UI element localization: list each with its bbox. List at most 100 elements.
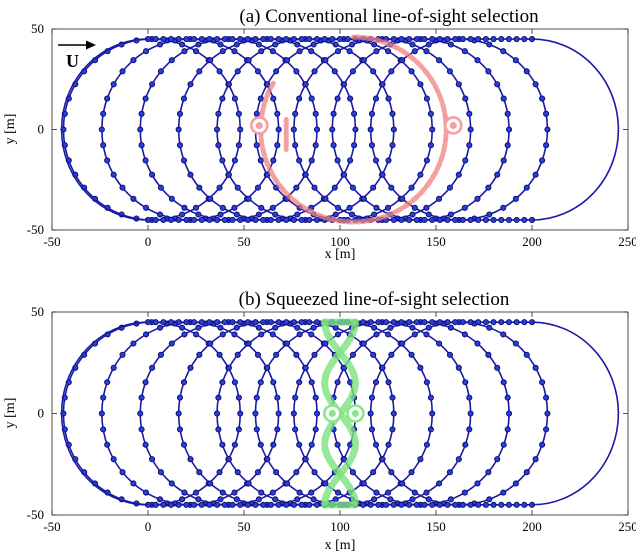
trajectory-point	[322, 480, 329, 487]
trajectory-point	[180, 95, 188, 102]
trajectory-point	[474, 195, 481, 202]
trajectory-point	[311, 351, 318, 358]
trajectory-point	[348, 211, 356, 218]
trajectory-point	[179, 496, 186, 503]
trajectory-point	[217, 211, 224, 218]
trajectory-point	[444, 501, 451, 508]
trajectory-point	[231, 441, 238, 448]
panel-a-ticks: -50 0 50 100 150 200 250 50 0 -50	[27, 21, 636, 249]
trajectory-point	[302, 364, 309, 371]
trajectory-point	[452, 501, 459, 508]
trajectory-point	[387, 496, 394, 503]
trajectory-point	[175, 501, 182, 508]
wind-arrow: U	[58, 40, 96, 71]
trajectory-point	[219, 204, 226, 211]
trajectory-point	[104, 95, 111, 102]
trajectory-point	[215, 426, 222, 433]
trajectory-point	[383, 501, 390, 508]
trajectory-point	[462, 441, 469, 448]
trajectory-point	[425, 324, 432, 331]
trajectory-point	[436, 216, 443, 223]
trajectory-point	[229, 319, 236, 326]
trajectory-point	[494, 81, 501, 88]
trajectory-point	[390, 410, 397, 417]
trajectory-point	[474, 57, 481, 64]
trajectory-point	[187, 81, 194, 88]
trajectory-point	[372, 379, 380, 386]
trajectory-point	[110, 456, 117, 463]
trajectory-point	[275, 319, 282, 326]
panel-b: (b) Squeezed line-of-sight selection -50…	[3, 289, 636, 553]
trajectory-point	[543, 142, 550, 149]
trajectory-point	[181, 204, 188, 211]
selection-endpoint-dot	[351, 410, 359, 417]
trajectory-point	[334, 379, 341, 386]
trajectory-point	[513, 501, 520, 508]
trajectory-point	[234, 351, 241, 358]
trajectory-point	[486, 496, 493, 503]
trajectory-point	[379, 81, 386, 88]
trajectory-point	[306, 216, 313, 223]
trajectory-point	[219, 48, 226, 55]
trajectory-point	[429, 410, 436, 417]
trajectory-point	[260, 216, 267, 223]
trajectory-point	[187, 364, 194, 371]
trajectory-point	[498, 216, 505, 223]
trajectory-point	[399, 480, 406, 487]
trajectory-point	[294, 324, 301, 331]
trajectory-point	[347, 157, 354, 164]
trajectory-point	[254, 469, 262, 476]
trajectory-point	[149, 81, 156, 88]
trajectory-point	[367, 126, 374, 133]
trajectory-point	[130, 57, 137, 64]
trajectory-point	[344, 36, 351, 43]
trajectory-point	[257, 95, 264, 102]
trajectory-point	[505, 126, 513, 133]
trajectory-point	[330, 110, 337, 117]
panel-a-ylabel: y [m]	[3, 114, 18, 145]
trajectory-point	[167, 36, 175, 43]
trajectory-point	[138, 426, 145, 433]
trajectory-point	[216, 68, 223, 75]
trajectory-point	[409, 324, 416, 331]
trajectory-point	[206, 36, 213, 43]
trajectory-point	[235, 394, 242, 401]
trajectory-point	[423, 441, 430, 448]
trajectory-point	[244, 319, 251, 326]
trajectory-point	[446, 184, 454, 191]
trajectory-point	[215, 394, 222, 401]
trajectory-point	[532, 456, 539, 463]
trajectory-point	[475, 216, 482, 223]
trajectory-point	[417, 456, 424, 463]
trajectory-point	[398, 216, 405, 223]
trajectory-point	[447, 211, 454, 218]
trajectory-point	[176, 426, 184, 433]
trajectory-point	[272, 324, 279, 331]
trajectory-point	[294, 496, 301, 503]
trajectory-point	[372, 441, 380, 448]
trajectory-point	[110, 81, 117, 88]
trajectory-point	[543, 426, 550, 433]
trajectory-point	[260, 501, 267, 508]
trajectory-point	[252, 319, 259, 326]
trajectory-point	[229, 36, 236, 43]
trajectory-point	[429, 501, 436, 508]
trajectory-point	[421, 216, 428, 223]
trajectory-point	[233, 324, 240, 331]
trajectory-point	[331, 184, 338, 191]
trajectory-point	[370, 351, 377, 358]
trajectory-point	[149, 171, 156, 178]
trajectory-point	[539, 379, 546, 386]
trajectory-point	[233, 496, 240, 503]
trajectory-point	[421, 319, 428, 326]
trajectory-point	[455, 456, 462, 463]
trajectory-point	[269, 331, 276, 338]
trajectory-point	[296, 379, 303, 386]
panel-a-title: (a) Conventional line-of-sight selection	[239, 6, 539, 27]
trajectory-point	[253, 142, 260, 149]
trajectory-point	[229, 501, 236, 508]
trajectory-end-arc	[531, 321, 620, 506]
trajectory-point	[100, 110, 107, 117]
trajectory-point	[269, 489, 276, 496]
trajectory-point	[244, 501, 251, 508]
